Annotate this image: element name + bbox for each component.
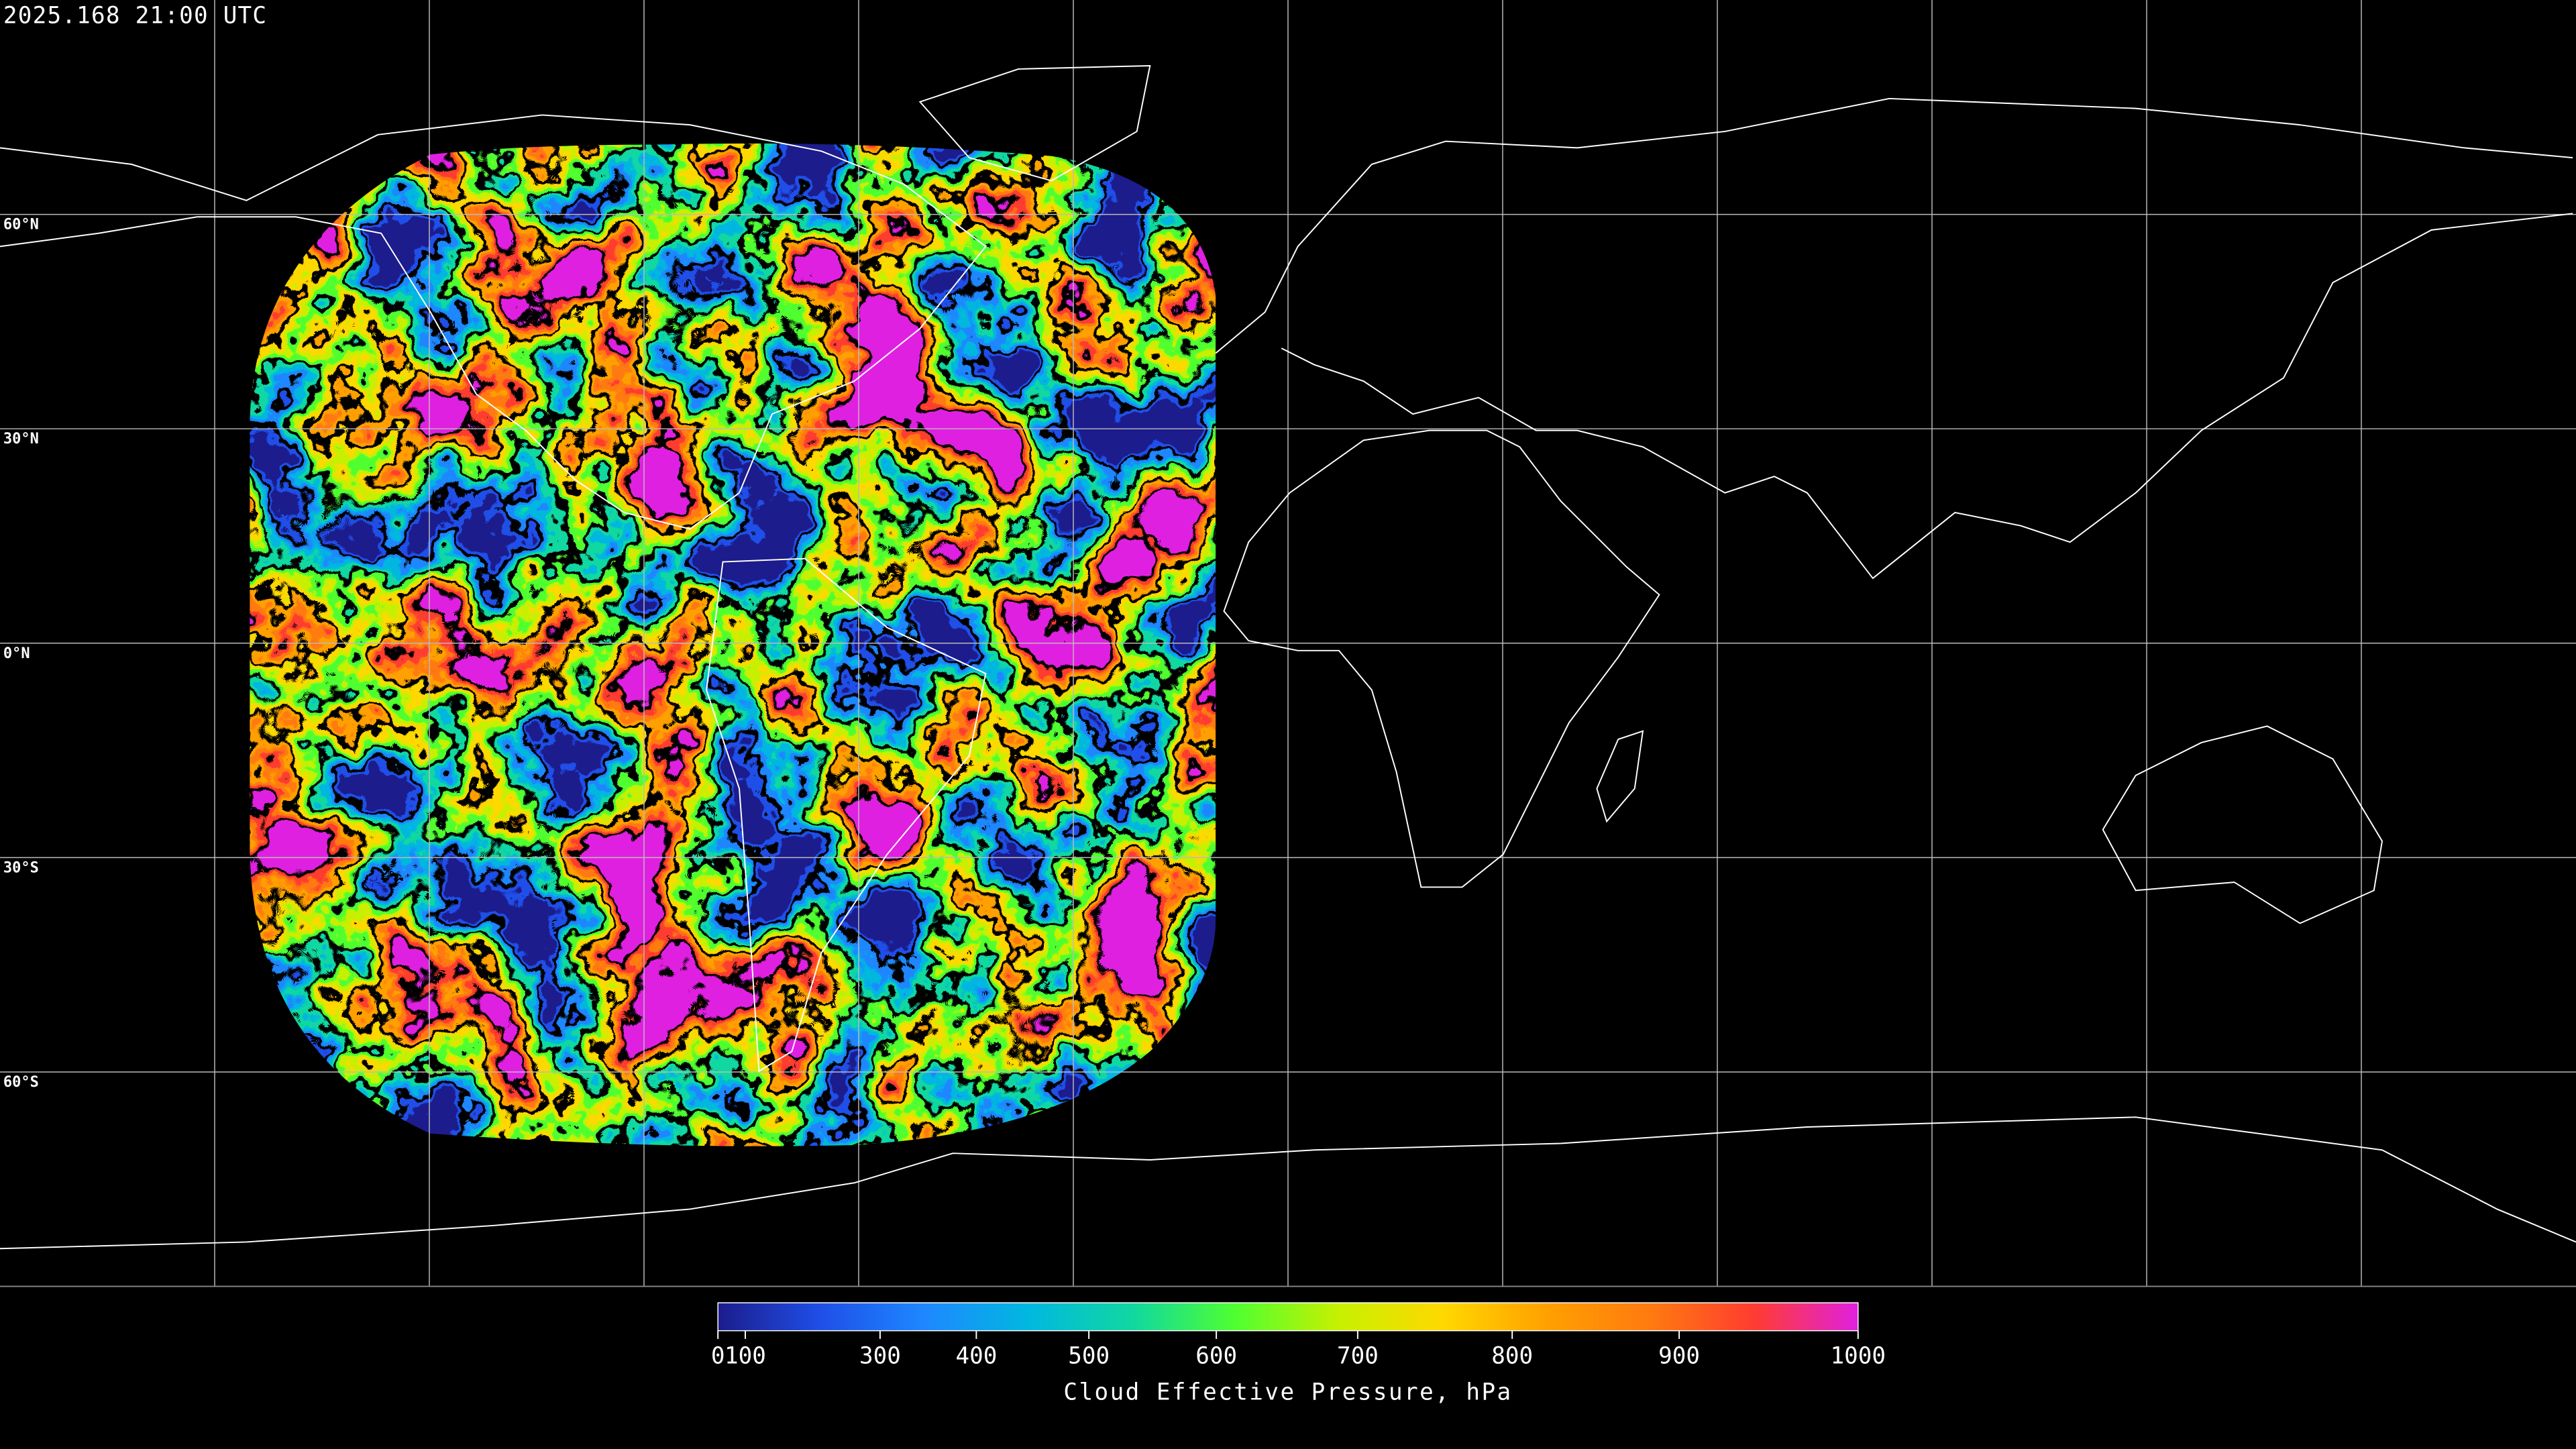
latitude-label: 30°S — [3, 859, 39, 876]
colorbar-ticks: 0 100 300 400 500 600 700 800 900 1000 — [711, 1330, 1886, 1370]
colorbar-tick-label: 300 — [859, 1343, 901, 1370]
latitude-label: 30°N — [3, 431, 39, 447]
colorbar-tick-label: 1000 — [1831, 1343, 1886, 1370]
latitude-label: 60°N — [3, 217, 39, 233]
colorbar-label: Cloud Effective Pressure, hPa — [1063, 1379, 1512, 1406]
cloud-field — [250, 143, 1216, 1146]
colorbar-tick-label: 500 — [1068, 1343, 1110, 1370]
coast-africa — [1223, 429, 1660, 888]
colorbar — [717, 1302, 1859, 1332]
satellite-imagery — [250, 143, 1216, 1146]
coast-australia — [2102, 725, 2383, 924]
colorbar-tick-label: 700 — [1337, 1343, 1379, 1370]
colorbar-tick-label: 400 — [955, 1343, 997, 1370]
latitude-label: 0°N — [3, 645, 30, 662]
colorbar-tick-label: 600 — [1195, 1343, 1237, 1370]
coast-antarctica — [0, 1116, 2576, 1250]
colorbar-tick-label: 800 — [1491, 1343, 1533, 1370]
coast-greenland — [918, 64, 1151, 182]
latitude-label: 60°S — [3, 1074, 39, 1091]
coast-south-america — [706, 557, 987, 1073]
colorbar-tick-label: 0 — [711, 1343, 725, 1370]
colorbar-tick-label: 100 — [724, 1343, 766, 1370]
coast-eurasia — [1215, 97, 2573, 580]
colorbar-tick-label: 900 — [1658, 1343, 1700, 1370]
coastlines — [0, 64, 2576, 1250]
coast-madagascar — [1596, 730, 1644, 823]
coast-north-america — [0, 114, 987, 530]
timestamp: 2025.168 21:00 UTC — [3, 2, 267, 29]
graticule — [0, 0, 2576, 1287]
